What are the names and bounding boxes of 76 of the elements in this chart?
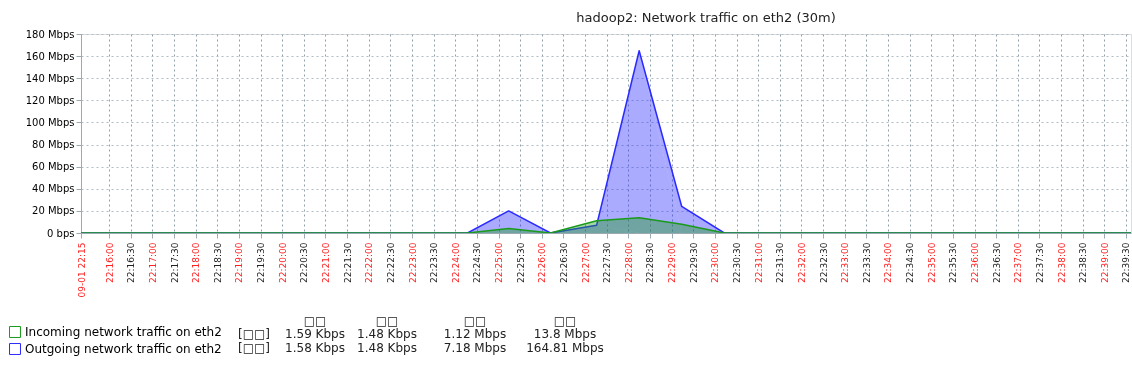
text: 1.59 Kbps bbox=[285, 327, 345, 341]
x-tick-label: 22:28:30 bbox=[645, 242, 656, 283]
y-tick-label: 100 Mbps bbox=[25, 116, 75, 128]
y-tick-label: 120 Mbps bbox=[25, 94, 75, 106]
y-tick-label: 40 Mbps bbox=[32, 183, 75, 195]
x-tick-label: 22:39:30 bbox=[1121, 242, 1132, 283]
text: 13.8 Mbps bbox=[533, 327, 597, 341]
y-tick-label: 60 Mbps bbox=[32, 161, 75, 173]
legend-label: Incoming network traffic on eth2 bbox=[25, 325, 222, 339]
x-tick-label: 22:37:00 bbox=[1013, 242, 1024, 283]
x-tick-label: 22:33:00 bbox=[840, 242, 851, 283]
text: [□□] bbox=[237, 327, 271, 341]
x-tick-label: 22:22:30 bbox=[385, 242, 396, 283]
x-tick-label: 22:26:00 bbox=[537, 242, 548, 283]
x-tick-label: 22:26:30 bbox=[558, 242, 569, 283]
legend-label: Outgoing network traffic on eth2 bbox=[25, 342, 222, 356]
x-tick-label: 22:35:00 bbox=[926, 242, 937, 283]
x-tick-label: 22:38:30 bbox=[1078, 242, 1089, 283]
x-tick-label: 22:21:30 bbox=[342, 242, 353, 283]
x-tick-label: 22:24:30 bbox=[472, 242, 483, 283]
x-tick-label: 22:37:30 bbox=[1034, 242, 1045, 283]
x-tick-label: 22:38:00 bbox=[1056, 242, 1067, 283]
x-tick-label: 22:27:30 bbox=[602, 242, 613, 283]
x-tick-label: 22:30:30 bbox=[732, 242, 743, 283]
x-tick-label: 22:19:30 bbox=[256, 242, 267, 283]
y-tick-label: 20 Mbps bbox=[32, 205, 75, 217]
text: 1.48 Kbps bbox=[357, 341, 417, 355]
x-tick-label: 22:29:00 bbox=[667, 242, 678, 283]
x-tick-label: 22:23:00 bbox=[407, 242, 418, 283]
x-tick-label: 22:18:30 bbox=[212, 242, 223, 283]
x-tick-label: 22:20:00 bbox=[277, 242, 288, 283]
x-tick-label: 22:36:30 bbox=[991, 242, 1002, 283]
x-tick-label: 22:32:30 bbox=[818, 242, 829, 283]
text: [□□] bbox=[237, 341, 271, 355]
x-tick-label: 22:21:00 bbox=[320, 242, 331, 283]
y-tick-label: 180 Mbps bbox=[25, 28, 75, 40]
x-tick-label: 22:31:30 bbox=[775, 242, 786, 283]
x-tick-label: 22:34:00 bbox=[883, 242, 894, 283]
x-tick-label: 22:23:30 bbox=[429, 242, 440, 283]
x-tick-label: 22:35:30 bbox=[948, 242, 959, 283]
x-tick-label: 22:39:00 bbox=[1099, 242, 1110, 283]
y-tick-label: 80 Mbps bbox=[32, 139, 75, 151]
x-tick-label: 22:16:30 bbox=[126, 242, 137, 283]
x-tick-label: 22:32:00 bbox=[796, 242, 807, 283]
x-tick-label: 22:20:30 bbox=[299, 242, 310, 283]
x-tick-label: 22:28:00 bbox=[623, 242, 634, 283]
x-tick-label: 22:27:00 bbox=[580, 242, 591, 283]
x-tick-label: 22:25:30 bbox=[515, 242, 526, 283]
x-tick-label: 22:19:00 bbox=[234, 242, 245, 283]
x-tick-label: 22:16:00 bbox=[104, 242, 115, 283]
x-tick-label: 22:36:00 bbox=[970, 242, 981, 283]
x-tick-label: 22:22:00 bbox=[364, 242, 375, 283]
y-tick-label: 0 bps bbox=[47, 227, 75, 239]
x-tick-label: 22:33:30 bbox=[861, 242, 872, 283]
x-tick-label: 22:34:30 bbox=[905, 242, 916, 283]
x-tick-label: 22:25:00 bbox=[494, 242, 505, 283]
text: □□ bbox=[375, 314, 399, 328]
x-tick-label: 22:31:00 bbox=[753, 242, 764, 283]
x-tick-label: 22:29:30 bbox=[688, 242, 699, 283]
x-tick-label: 22:17:30 bbox=[169, 242, 180, 283]
text: □□ bbox=[553, 314, 577, 328]
text: □□ bbox=[463, 314, 487, 328]
y-tick-label: 160 Mbps bbox=[25, 50, 75, 62]
x-tick-label: 22:18:00 bbox=[191, 242, 202, 283]
text: □□ bbox=[303, 314, 327, 328]
text: 1.12 Mbps bbox=[443, 327, 507, 341]
text: 1.58 Kbps bbox=[285, 341, 345, 355]
chart-title: hadoop2: Network traffic on eth2 (30m) bbox=[576, 10, 836, 25]
x-tick-label: 22:24:00 bbox=[450, 242, 461, 283]
x-tick-label: 22:30:00 bbox=[710, 242, 721, 283]
x-tick-label: 09-01 22:15 bbox=[76, 242, 87, 298]
text: 1.48 Kbps bbox=[357, 327, 417, 341]
text: 164.81 Mbps bbox=[526, 341, 604, 355]
text: 7.18 Mbps bbox=[443, 341, 507, 355]
x-tick-label: 22:17:00 bbox=[147, 242, 158, 283]
y-tick-label: 140 Mbps bbox=[25, 72, 75, 84]
